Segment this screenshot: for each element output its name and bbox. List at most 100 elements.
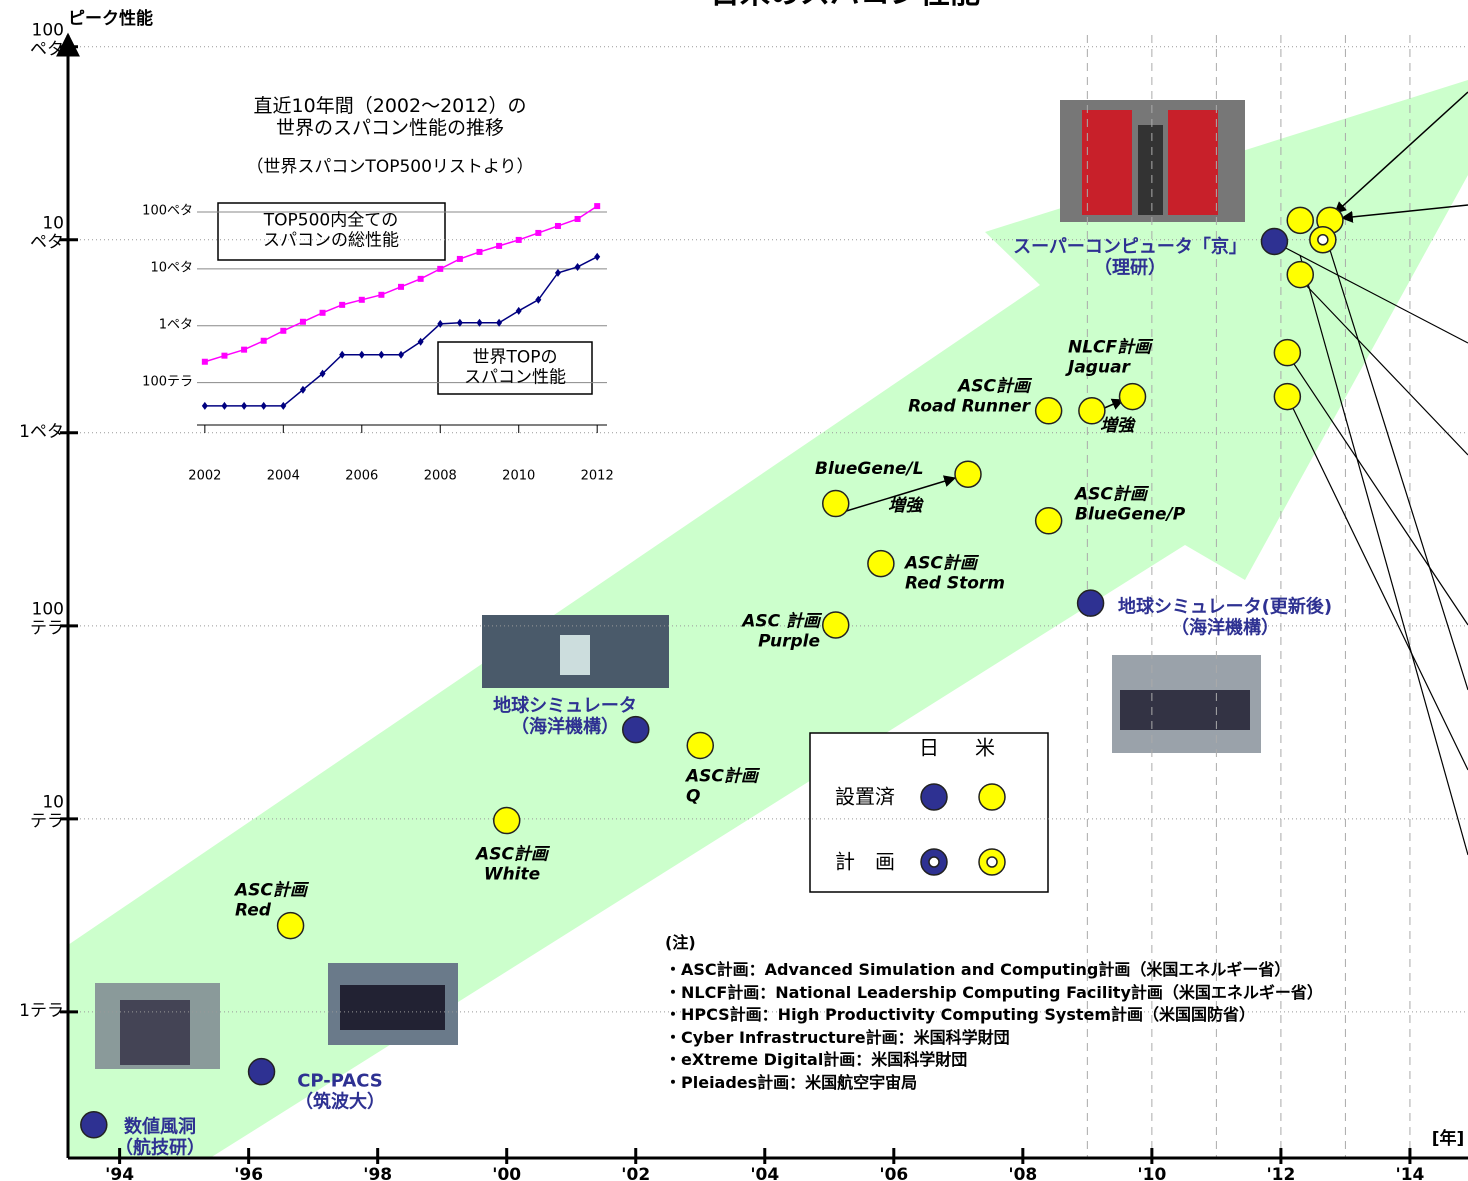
- point: [1274, 384, 1300, 410]
- inset-point: [241, 347, 247, 353]
- inset-point: [280, 402, 286, 410]
- inset-point: [398, 284, 404, 290]
- point-label: ASC計画 BlueGene/P: [1075, 485, 1185, 524]
- note-line: ・Cyber Infrastructure計画：米国科学財団: [665, 1028, 1010, 1046]
- note-line: ・Pleiades計画：米国航空宇宙局: [665, 1073, 917, 1091]
- x-tick-label: '08: [1008, 1166, 1037, 1181]
- inset-point: [320, 310, 326, 316]
- point: [687, 732, 713, 758]
- y-tick-label: 10 テラ: [30, 793, 64, 832]
- inset-point: [300, 319, 306, 325]
- inset-point: [594, 203, 600, 209]
- inset-point: [359, 297, 365, 303]
- chart-title: 日米のスパコン性能: [710, 0, 980, 11]
- inset-point: [555, 223, 561, 229]
- inset-subtitle: （世界スパコンTOP500リストより）: [246, 158, 533, 178]
- point-label: 増強: [888, 497, 922, 517]
- point-label: CP-PACS （筑波大）: [295, 1071, 385, 1112]
- legend-marker-center: [987, 857, 997, 867]
- point-label: ASC 計画 Purple: [742, 612, 820, 651]
- inset-point: [261, 338, 267, 344]
- point: [1261, 228, 1287, 254]
- point-label: ASC計画 Red: [235, 881, 307, 920]
- x-axis-title: [年]: [1432, 1130, 1465, 1150]
- y-tick-label: 100 テラ: [30, 600, 64, 639]
- y-tick-label: 1テラ: [19, 1002, 64, 1022]
- x-tick-label: '04: [750, 1166, 779, 1181]
- legend-marker-center: [929, 857, 939, 867]
- point-label: BlueGene/L: [815, 460, 924, 480]
- inset-point: [594, 253, 600, 261]
- inset-point: [202, 359, 208, 365]
- x-tick-label: '96: [234, 1166, 263, 1181]
- x-tick-label: '94: [105, 1166, 134, 1181]
- inset-point: [476, 249, 482, 255]
- point-label: 数値風洞 （航技研）: [115, 1117, 205, 1158]
- point: [1036, 508, 1062, 534]
- inset-point: [241, 402, 247, 410]
- inset-x-tick-label: 2010: [502, 470, 535, 485]
- inset-point: [437, 266, 443, 272]
- inset-point: [516, 237, 522, 243]
- inset-x-tick-label: 2004: [267, 470, 300, 485]
- inset-point: [202, 402, 208, 410]
- point: [1287, 207, 1313, 233]
- point-label: 地球シミュレータ(更新後) （海洋機構）: [1118, 597, 1332, 638]
- point-label: NLCF計画 Jaguar: [1068, 338, 1151, 377]
- y-axis-title: ピーク性能: [68, 10, 153, 30]
- point: [868, 551, 894, 577]
- inset-y-tick-label: 10ペタ: [150, 261, 193, 276]
- point: [249, 1059, 275, 1085]
- point-label: スーパーコンピュータ「京」 （理研）: [1013, 237, 1247, 278]
- page: 日米のスパコン性能ピーク性能[年]1テラ10 テラ100 テラ1ペタ10 ペタ1…: [0, 0, 1468, 1181]
- point: [823, 491, 849, 517]
- x-tick-label: '10: [1137, 1166, 1166, 1181]
- point: [1287, 262, 1313, 288]
- inset-x-tick-label: 2006: [345, 470, 378, 485]
- inset-point: [378, 292, 384, 298]
- inset-series-label: 世界TOPの スパコン性能: [464, 348, 566, 387]
- inset-point: [496, 243, 502, 249]
- note-line: ・eXtreme Digital計画：米国科学財団: [665, 1051, 967, 1069]
- point-label: ASC計画 Road Runner: [908, 377, 1030, 416]
- inset-point: [300, 386, 306, 394]
- leader-line: [1300, 255, 1468, 855]
- inset-series-label: TOP500内全ての スパコンの総性能: [263, 211, 399, 250]
- x-tick-label: '02: [621, 1166, 650, 1181]
- point-center: [1318, 235, 1328, 245]
- point: [81, 1112, 107, 1138]
- inset-point: [398, 351, 404, 359]
- note-line: ・NLCF計画：National Leadership Computing Fa…: [665, 983, 1323, 1001]
- x-tick-label: '14: [1395, 1166, 1424, 1181]
- inset-point: [280, 328, 286, 334]
- legend-marker: [979, 784, 1005, 810]
- legend-header: 日: [919, 737, 939, 760]
- inset-point: [535, 230, 541, 236]
- y-tick-label: 100 ペタ: [30, 21, 64, 60]
- inset-point: [575, 263, 581, 271]
- legend-label: 計 画: [835, 851, 895, 874]
- point: [494, 808, 520, 834]
- inset-point: [221, 402, 227, 410]
- point-label: 増強: [1100, 417, 1134, 437]
- inset-x-tick-label: 2002: [188, 470, 221, 485]
- inset-point: [261, 402, 267, 410]
- inset-y-tick-label: 100ペタ: [142, 205, 193, 220]
- legend-marker: [921, 784, 947, 810]
- leader-line: [1330, 250, 1468, 690]
- point-label: ASC計画 Red Storm: [905, 554, 1005, 593]
- point: [1078, 590, 1104, 616]
- point: [1036, 398, 1062, 424]
- inset-y-tick-label: 1ペタ: [159, 318, 193, 333]
- point: [1274, 340, 1300, 366]
- notes-heading: (注): [665, 934, 696, 952]
- inset-point: [378, 351, 384, 359]
- inset-point: [339, 302, 345, 308]
- x-tick-label: '98: [363, 1166, 392, 1181]
- point: [823, 612, 849, 638]
- x-tick-label: '12: [1266, 1166, 1295, 1181]
- inset-x-tick-label: 2008: [424, 470, 457, 485]
- inset-point: [516, 307, 522, 315]
- y-tick-label: 1ペタ: [19, 423, 64, 443]
- legend-header: 米: [975, 737, 995, 760]
